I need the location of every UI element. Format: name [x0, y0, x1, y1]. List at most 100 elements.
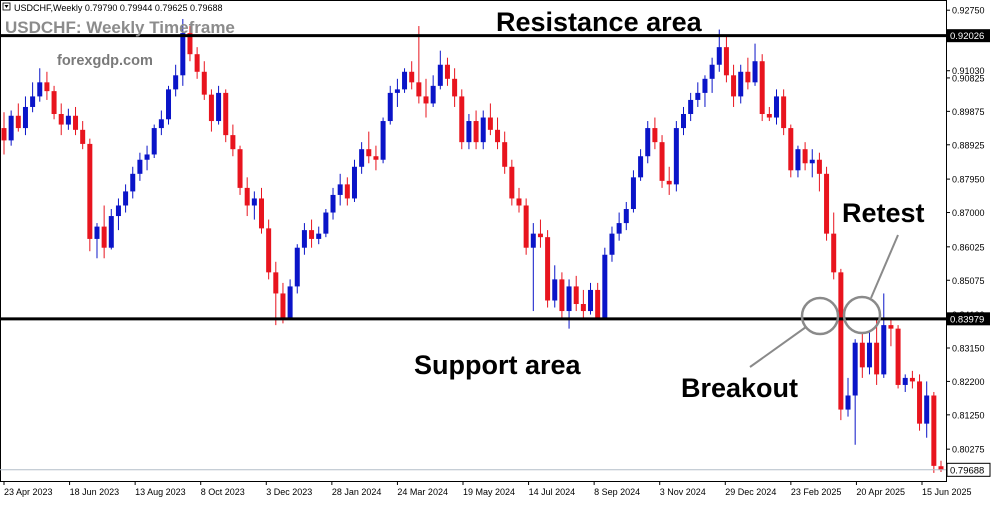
breakout-circle: [800, 296, 840, 336]
price-tick-label: 0.83150: [952, 343, 985, 353]
candle-body: [30, 96, 36, 107]
candle: [623, 201, 629, 231]
time-tick-label: 14 Jul 2024: [529, 487, 576, 497]
candle-body: [37, 82, 43, 97]
watermark: forexgdp.com: [57, 53, 153, 69]
candle: [645, 121, 651, 164]
candle-body: [230, 135, 236, 150]
candle: [180, 19, 186, 86]
price-tick-label: 0.87000: [952, 208, 985, 218]
candle: [838, 268, 844, 421]
candle: [15, 103, 21, 132]
candle-body: [344, 184, 350, 199]
candle: [580, 289, 586, 319]
candle: [137, 152, 143, 181]
candle-body: [151, 128, 157, 155]
price-tick-label: 0.85075: [952, 276, 985, 286]
candle-body: [859, 342, 865, 368]
time-tick-label: 18 Jun 2023: [70, 487, 120, 497]
candles-group: [1, 19, 944, 473]
candle: [681, 106, 687, 136]
candle: [917, 374, 923, 431]
candle: [659, 135, 665, 188]
candle: [809, 149, 815, 178]
candle-body: [773, 96, 779, 118]
candle: [208, 89, 214, 132]
candle: [831, 212, 837, 280]
candle: [695, 82, 701, 107]
candle-body: [745, 71, 751, 83]
candle-body: [237, 149, 243, 188]
candle: [924, 381, 930, 438]
candle: [51, 85, 57, 120]
candle-body: [323, 212, 329, 234]
candle: [902, 374, 908, 392]
candle-body: [588, 289, 594, 312]
candle: [201, 61, 207, 100]
candle-body: [137, 159, 143, 174]
candle-body: [738, 71, 744, 97]
candle: [144, 145, 150, 171]
time-tick-label: 8 Sep 2024: [594, 487, 640, 497]
candle-body: [516, 198, 522, 206]
candle-body: [187, 33, 193, 55]
candle-body: [523, 205, 529, 248]
current-price-label: 0.79688: [950, 465, 984, 476]
candle: [523, 198, 529, 255]
candle-body: [709, 64, 715, 79]
candle: [108, 209, 114, 250]
candle-body: [394, 89, 400, 93]
candle-body: [51, 91, 57, 115]
candle: [466, 114, 472, 150]
candle: [516, 187, 522, 213]
candle-body: [409, 71, 415, 83]
candle: [766, 106, 772, 122]
candle: [702, 75, 708, 107]
candle: [437, 50, 443, 90]
candle: [237, 145, 243, 195]
candle: [230, 124, 236, 157]
candle: [824, 166, 830, 241]
candle-body: [15, 115, 21, 129]
candle-body: [623, 209, 629, 224]
candle-body: [108, 216, 114, 248]
candle: [759, 54, 765, 122]
candle: [480, 110, 486, 150]
retest-annotation: Retest: [842, 198, 925, 228]
candle-body: [866, 342, 872, 368]
candle: [738, 64, 744, 104]
candle: [423, 78, 429, 118]
candle-body: [802, 149, 808, 164]
candle: [723, 36, 729, 83]
candle-body: [902, 377, 908, 385]
candle: [158, 110, 164, 136]
candle-body: [402, 71, 408, 90]
candle: [244, 177, 250, 217]
candle: [609, 226, 615, 262]
candle-body: [616, 223, 622, 234]
resistance-annotation: Resistance area: [496, 7, 703, 37]
candle: [166, 85, 172, 125]
candle-body: [44, 82, 50, 92]
candle: [852, 339, 858, 445]
candle-body: [158, 119, 164, 129]
candle-body: [681, 114, 687, 129]
candle-body: [266, 228, 272, 273]
candle: [752, 43, 758, 86]
candle-body: [752, 61, 758, 83]
candle: [194, 47, 200, 79]
candle-body: [895, 328, 901, 385]
symbol-dropdown-icon[interactable]: [2, 2, 11, 11]
candle-body: [437, 64, 443, 86]
chart-title: USDCHF: Weekly Timeframe: [5, 18, 235, 37]
candle-body: [8, 115, 14, 141]
time-tick-label: 3 Nov 2024: [660, 487, 706, 497]
candle-body: [766, 114, 772, 118]
price-tick-label: 0.81250: [952, 410, 985, 420]
candle: [101, 205, 107, 259]
candle: [802, 142, 808, 171]
price-tick-label: 0.80275: [952, 445, 985, 455]
candle: [409, 61, 415, 90]
candle: [773, 89, 779, 125]
